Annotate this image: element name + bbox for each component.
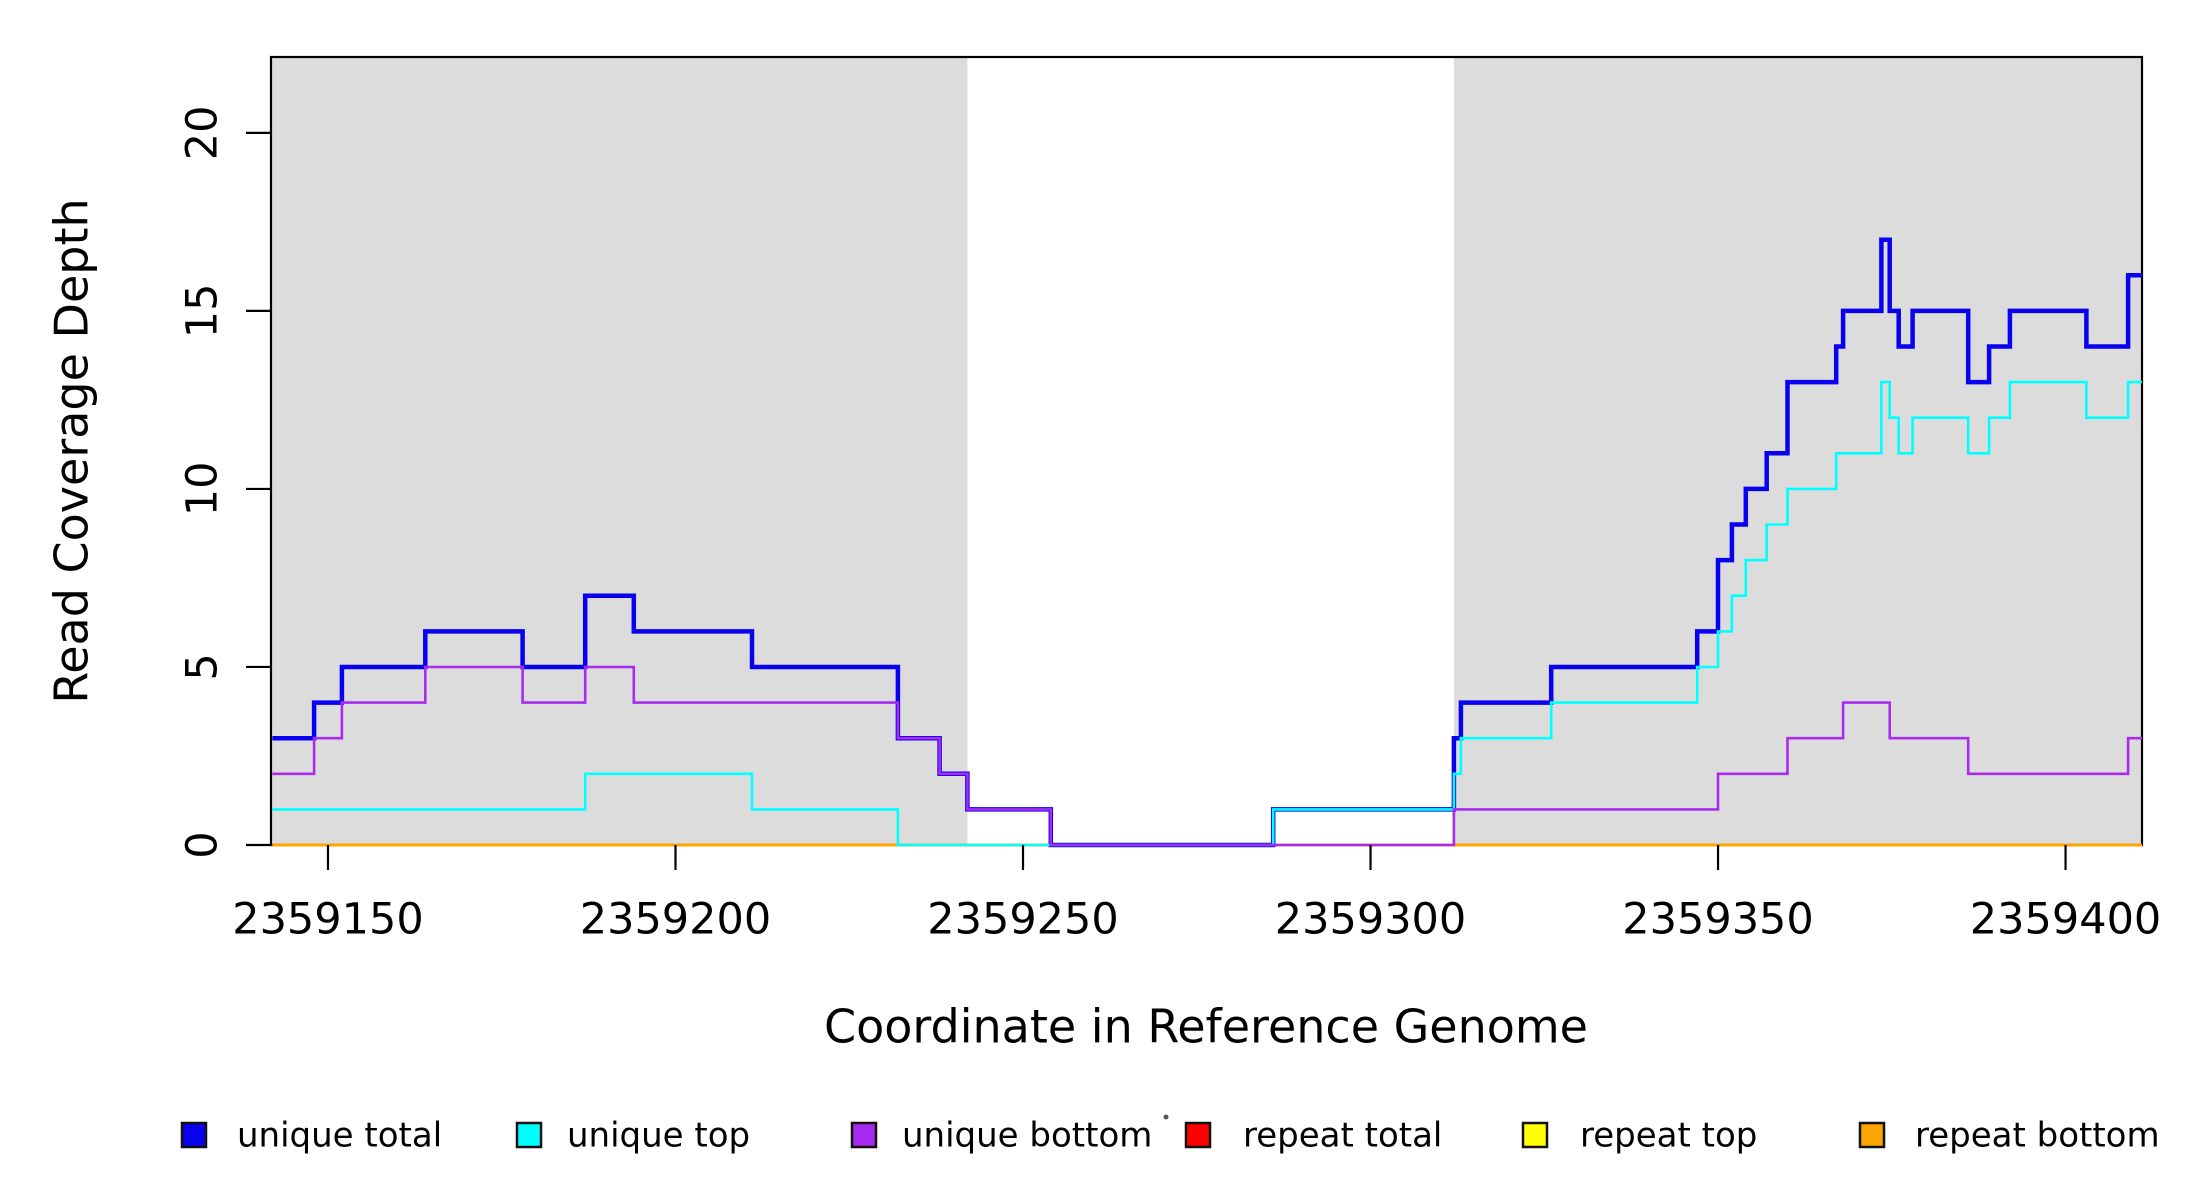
legend-label: unique top — [567, 1116, 750, 1156]
shaded-bands — [271, 57, 2142, 845]
y-tick-label: 5 — [178, 653, 228, 680]
y-tick-label: 20 — [178, 105, 228, 160]
x-axis: 2359150 2359200 2359250 2359300 2359350 23594… — [232, 845, 2161, 945]
y-tick-label: 10 — [178, 462, 228, 517]
legend-swatch-repeat-top — [1521, 1121, 1549, 1149]
legend-item-unique-top: unique top — [515, 1116, 750, 1156]
x-tick-label: 2359350 — [1622, 895, 1814, 945]
legend-label: unique bottom — [902, 1116, 1152, 1156]
right-unique-region — [1453, 57, 2142, 845]
y-axis-title: Read Coverage Depth — [45, 198, 99, 703]
y-tick-label: 0 — [178, 831, 228, 858]
legend-label: unique total — [237, 1116, 442, 1156]
legend: unique total unique top unique bottom repea… — [180, 1116, 2160, 1156]
legend-label: repeat top — [1580, 1116, 1757, 1156]
legend-swatch-repeat-bottom — [1858, 1121, 1886, 1149]
x-tick-label: 2359400 — [1970, 895, 2162, 945]
series-line-unique-bottom — [272, 665, 2142, 847]
series-lines — [272, 237, 2142, 848]
legend-item-unique-bottom: unique bottom — [850, 1116, 1152, 1156]
y-axis: 0 5 10 15 20 — [178, 105, 271, 859]
stray-dot — [1163, 1114, 1169, 1120]
series-line-unique-total — [272, 237, 2142, 848]
x-tick-label: 2359200 — [580, 895, 772, 945]
x-tick-label: 2359300 — [1275, 895, 1467, 945]
left-unique-region — [271, 57, 968, 845]
x-tick-label: 2359150 — [232, 895, 424, 945]
legend-label: repeat bottom — [1915, 1116, 2160, 1156]
legend-item-repeat-top: repeat top — [1521, 1116, 1757, 1156]
x-tick-label: 2359250 — [927, 895, 1119, 945]
legend-swatch-unique-bottom — [850, 1121, 878, 1149]
legend-swatch-unique-top — [515, 1121, 543, 1149]
series-line-unique-top — [272, 380, 2142, 847]
legend-swatch-unique-total — [180, 1121, 208, 1149]
y-tick-label: 15 — [178, 284, 228, 339]
legend-item-repeat-total: repeat total — [1184, 1116, 1442, 1156]
legend-swatch-repeat-total — [1184, 1121, 1212, 1149]
legend-item-repeat-bottom: repeat bottom — [1858, 1116, 2160, 1156]
x-axis-title: Coordinate in Reference Genome — [824, 1000, 1588, 1054]
legend-item-unique-total: unique total — [180, 1116, 442, 1156]
legend-label: repeat total — [1243, 1116, 1442, 1156]
